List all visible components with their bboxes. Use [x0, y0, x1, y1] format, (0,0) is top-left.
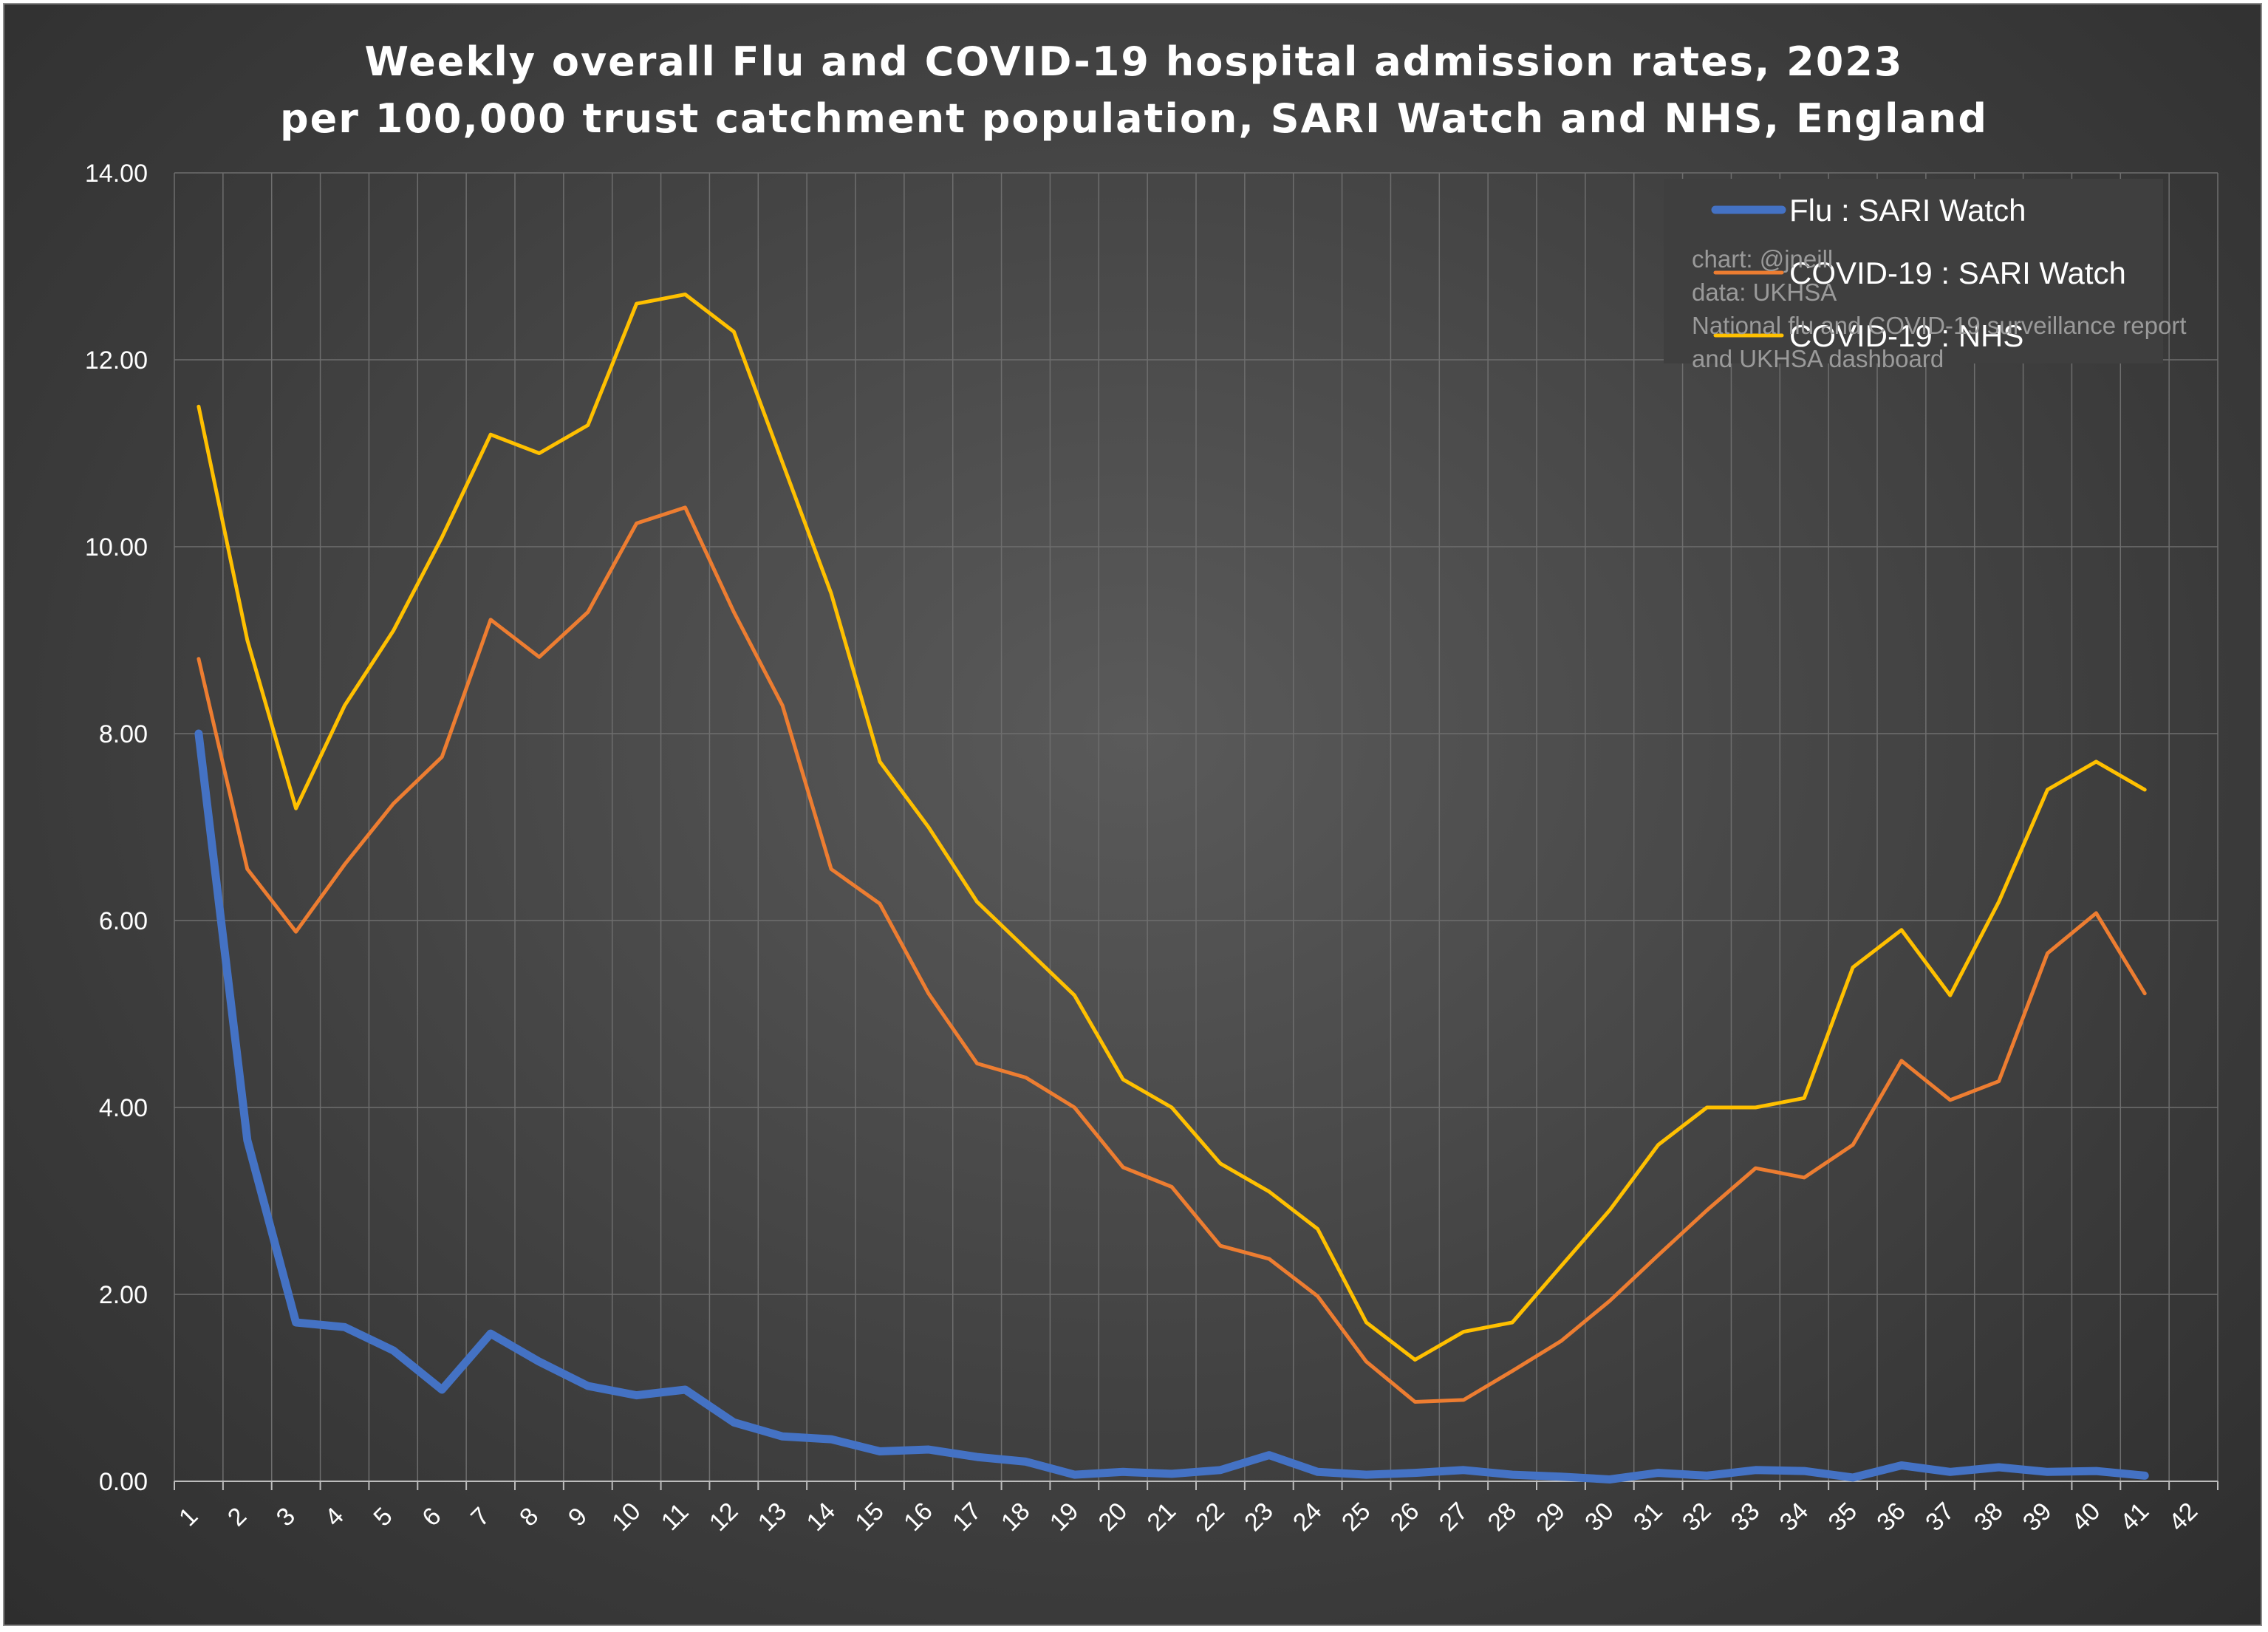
x-tick-label: 36	[1871, 1497, 1911, 1537]
y-tick-label: 6.00	[99, 907, 148, 935]
x-tick-label: 28	[1482, 1497, 1522, 1537]
x-tick-label: 41	[2115, 1497, 2155, 1537]
line-chart: Weekly overall Flu and COVID-19 hospital…	[85, 38, 2219, 1537]
x-tick-label: 34	[1775, 1497, 1814, 1537]
x-tick-label: 8	[514, 1502, 544, 1532]
annotation-line: chart: @jneill	[1692, 245, 1833, 273]
x-tick-label: 30	[1579, 1497, 1619, 1537]
legend-label: COVID-19 : SARI Watch	[1789, 256, 2126, 290]
x-tick-label: 32	[1677, 1497, 1717, 1537]
y-tick-label: 8.00	[99, 720, 148, 748]
x-tick-label: 22	[1190, 1497, 1230, 1537]
x-tick-label: 4	[320, 1502, 349, 1532]
y-tick-label: 14.00	[85, 160, 148, 188]
x-tick-label: 27	[1434, 1497, 1474, 1537]
legend-label: Flu : SARI Watch	[1789, 193, 2026, 228]
y-tick-label: 4.00	[99, 1094, 148, 1122]
y-tick-label: 12.00	[85, 346, 148, 375]
x-tick-label: 23	[1239, 1497, 1279, 1537]
x-tick-label: 16	[898, 1497, 938, 1537]
x-tick-label: 14	[801, 1497, 841, 1537]
x-tick-label: 2	[222, 1502, 252, 1532]
y-tick-label: 10.00	[85, 533, 148, 561]
x-tick-label: 33	[1726, 1497, 1766, 1537]
annotation-line: data: UKHSA	[1692, 279, 1837, 306]
x-tick-label: 9	[563, 1502, 592, 1532]
x-tick-label: 37	[1920, 1497, 1960, 1537]
x-tick-label: 19	[1045, 1497, 1085, 1537]
x-tick-label: 29	[1531, 1497, 1571, 1537]
x-tick-label: 21	[1141, 1497, 1181, 1537]
x-tick-label: 11	[656, 1498, 694, 1536]
x-tick-label: 31	[1628, 1497, 1668, 1537]
gridlines	[174, 172, 2219, 1482]
y-tick-label: 0.00	[99, 1468, 148, 1496]
source-annotation: chart: @jneill data: UKHSA National flu an…	[1692, 245, 2187, 372]
x-tick-label: 42	[2163, 1497, 2203, 1537]
legend-label: COVID-19 : NHS	[1789, 318, 2023, 353]
x-tick-label: 18	[996, 1497, 1036, 1537]
x-tick-label: 25	[1336, 1497, 1376, 1537]
x-tick-label: 38	[1969, 1497, 2009, 1537]
x-tick-label: 3	[271, 1502, 301, 1532]
y-tick-label: 2.00	[99, 1281, 148, 1309]
x-tick-label: 40	[2066, 1497, 2106, 1537]
series-line-covid-19-sari-watch	[197, 505, 2147, 1404]
x-tick-label: 13	[753, 1497, 793, 1537]
x-tick-label: 6	[417, 1502, 446, 1532]
x-tick-label: 15	[850, 1497, 889, 1537]
legend: Flu : SARI Watch COVID-19 : SARI Watch COV…	[1664, 179, 2163, 363]
x-tick-label: 26	[1385, 1497, 1425, 1537]
series-lines	[194, 293, 2149, 1484]
series-line-covid-19-nhs	[197, 293, 2147, 1362]
x-tick-label: 39	[2018, 1497, 2057, 1537]
chart-title-line-1: Weekly overall Flu and COVID-19 hospital…	[365, 38, 1904, 85]
x-tick-label: 12	[704, 1497, 744, 1537]
annotation-line: National flu and COVID-19 surveillance r…	[1692, 312, 2187, 339]
x-tick-label: 5	[368, 1502, 397, 1532]
chart-title-line-2: per 100,000 trust catchment population, …	[280, 95, 1988, 142]
x-tick-label: 35	[1823, 1497, 1862, 1537]
x-tick-label: 24	[1288, 1497, 1328, 1537]
x-tick-label: 17	[947, 1497, 987, 1537]
x-tick-label: 20	[1093, 1497, 1133, 1537]
x-tick-label: 10	[607, 1497, 646, 1537]
chart-frame: Weekly overall Flu and COVID-19 hospital…	[3, 3, 2262, 1626]
series-line-flu-sari-watch	[194, 729, 2149, 1484]
annotation-line: and UKHSA dashboard	[1692, 345, 1944, 372]
x-tick-label: 1	[174, 1502, 203, 1532]
x-tick-label: 7	[465, 1502, 495, 1532]
